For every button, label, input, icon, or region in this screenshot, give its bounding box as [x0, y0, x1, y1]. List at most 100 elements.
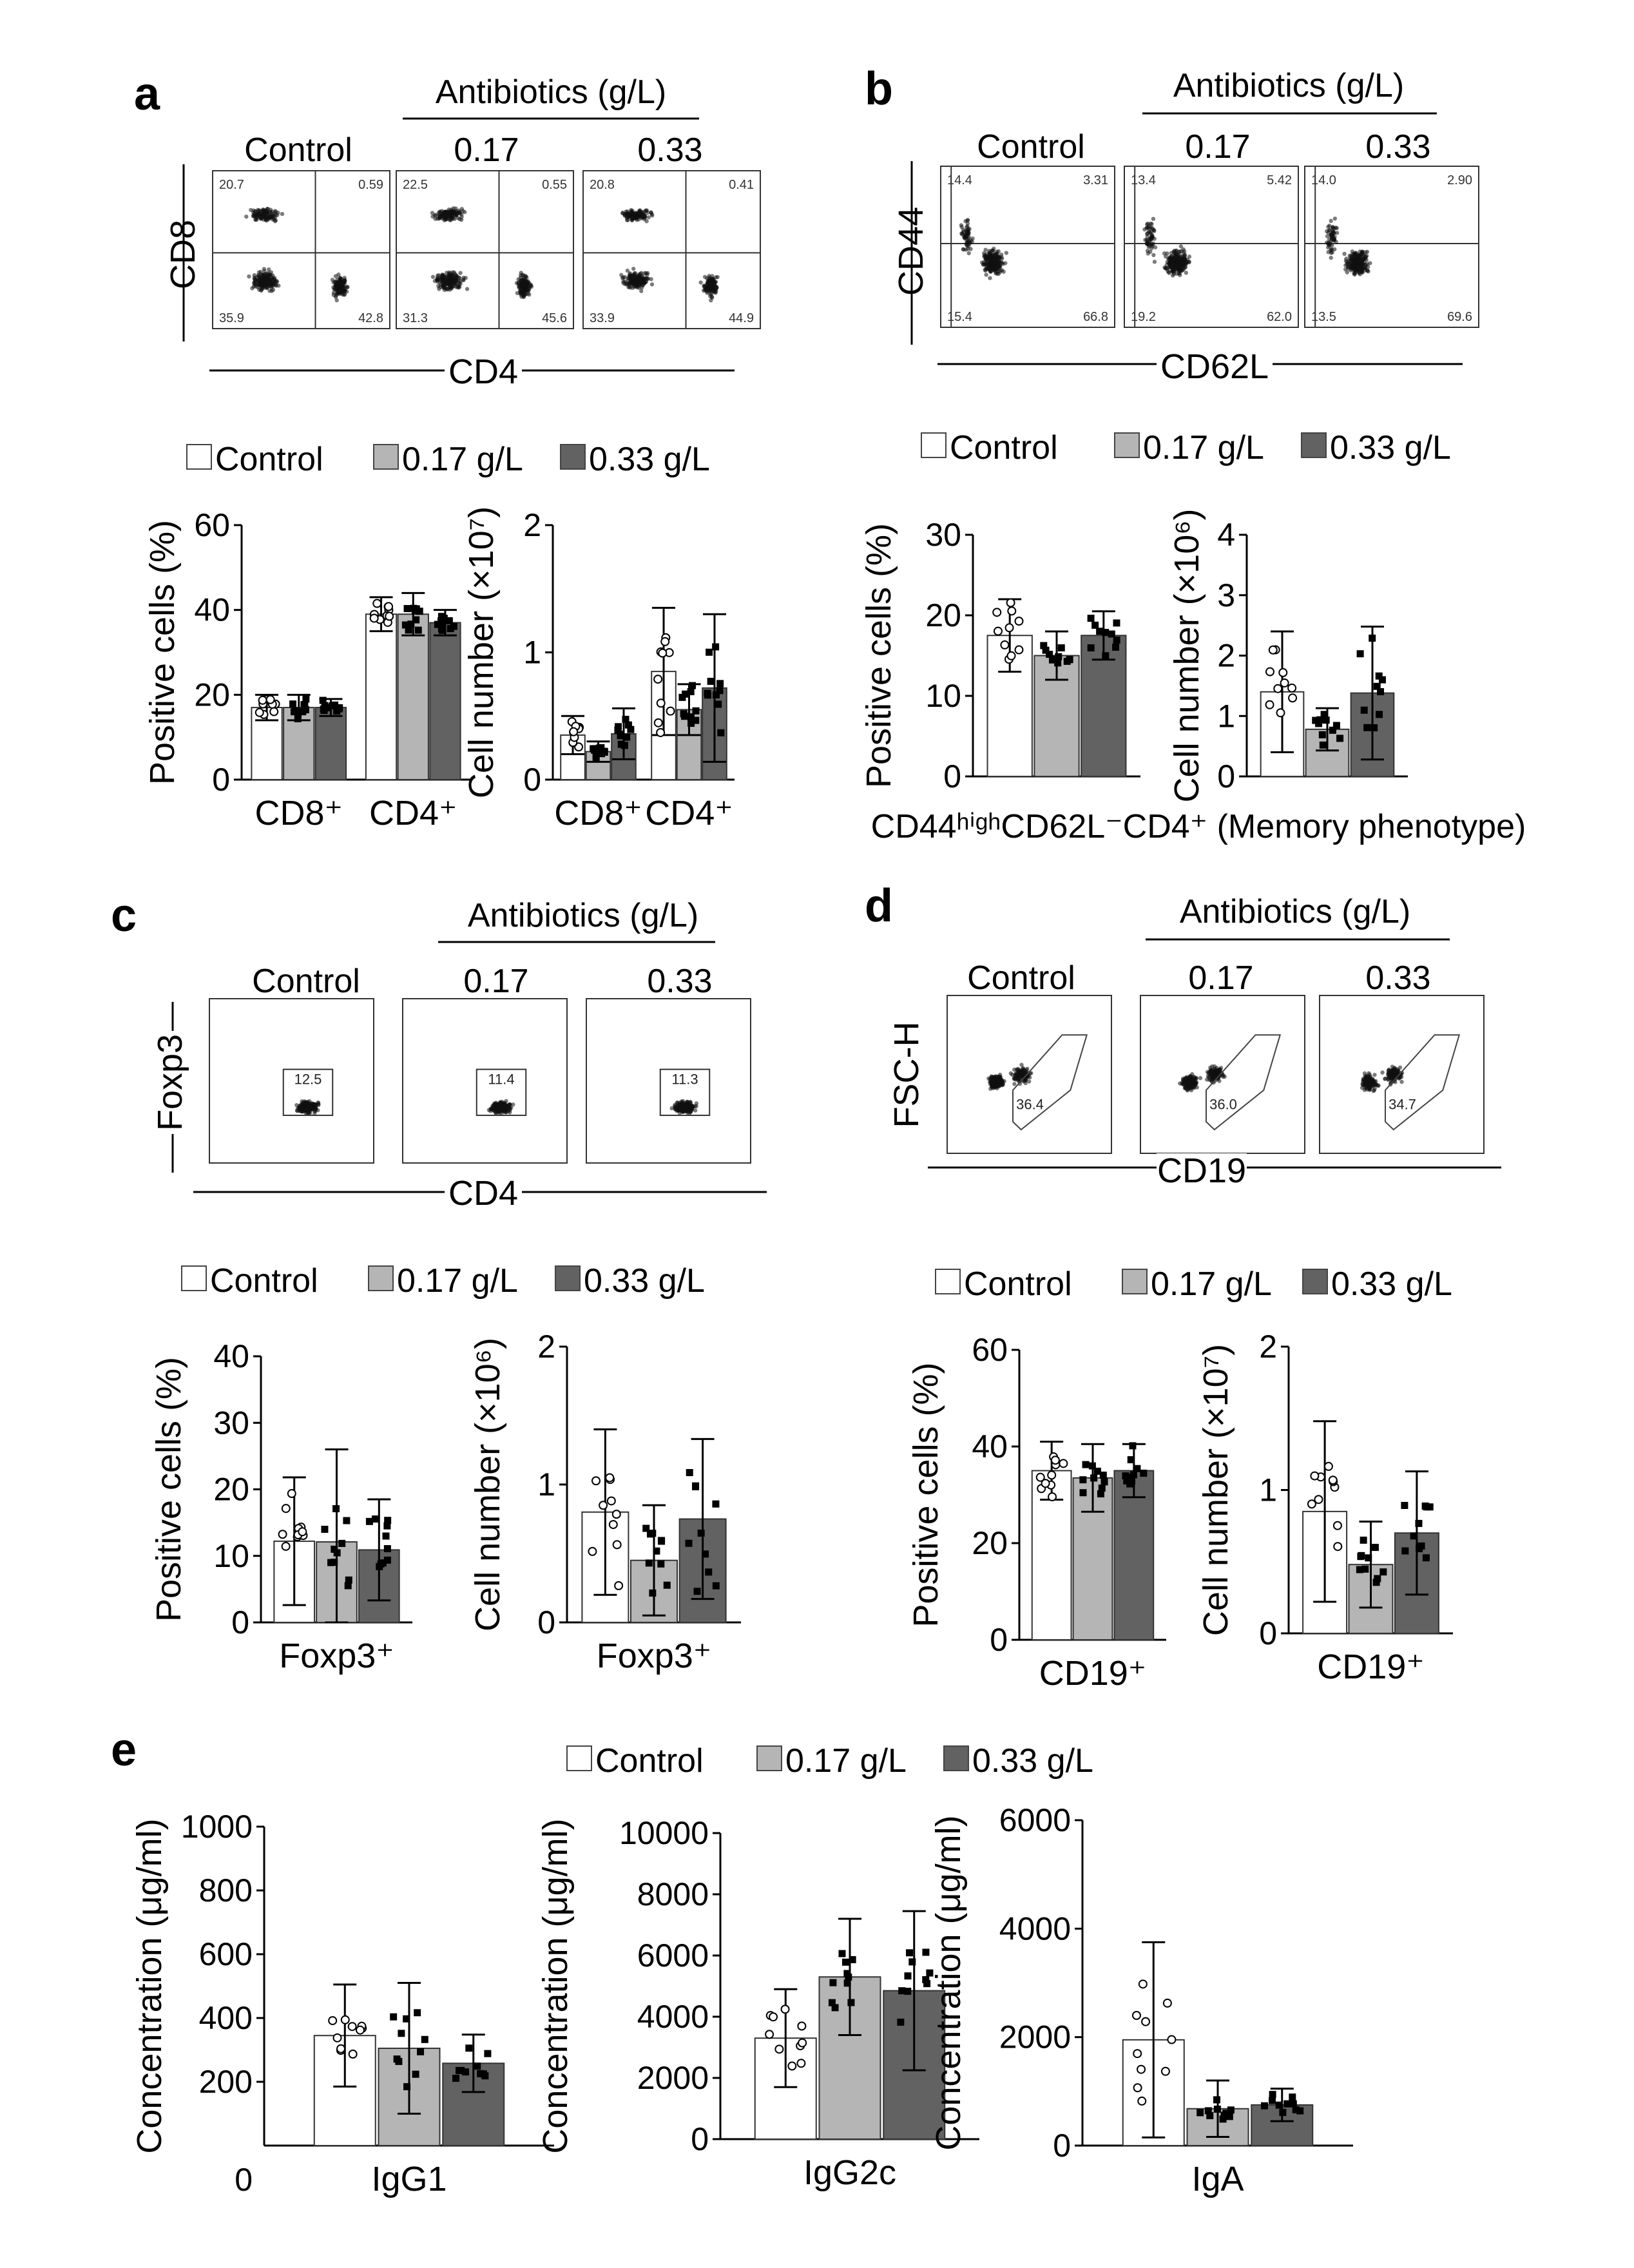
flow-event	[1332, 216, 1338, 221]
data-point	[1401, 1547, 1409, 1555]
data-point	[1047, 1470, 1057, 1480]
data-point	[689, 682, 697, 689]
y-axis-label: Cell number (×10⁷)	[462, 506, 501, 798]
flow-event	[1352, 272, 1357, 277]
flow-event	[642, 276, 648, 281]
data-point	[1097, 1490, 1104, 1497]
quadrant-value: 0.41	[729, 178, 754, 192]
y-tick-label: 10	[925, 678, 961, 714]
y-tick-label: 0	[523, 762, 541, 798]
flow-event	[674, 1104, 678, 1110]
data-point	[398, 2030, 405, 2037]
flow-event	[1198, 1076, 1203, 1081]
y-axis-label: Positive cells (%)	[149, 1357, 188, 1622]
flow-event	[710, 274, 715, 278]
data-point	[1378, 676, 1386, 684]
data-point	[258, 695, 267, 705]
data-point	[452, 2075, 460, 2082]
flow-event	[965, 231, 970, 236]
data-point	[1129, 1442, 1137, 1450]
flow-event	[1184, 271, 1189, 275]
legend-label: 0.33 g/L	[1331, 1265, 1452, 1303]
data-point	[1361, 1565, 1369, 1573]
quadrant-value: 14.0	[1311, 173, 1336, 187]
flow-event	[1148, 242, 1153, 247]
flow-event	[338, 279, 343, 284]
data-point	[716, 687, 724, 695]
flow-event	[1026, 1079, 1032, 1084]
flow-event	[440, 216, 445, 221]
flow-event	[1387, 1075, 1392, 1080]
flow-event	[1360, 270, 1365, 275]
data-point	[1055, 653, 1062, 660]
col-title-a-high: 0.33	[637, 131, 702, 169]
flow-event	[681, 1106, 686, 1111]
data-point	[1113, 619, 1120, 627]
flow-event	[998, 1076, 1003, 1081]
data-point	[377, 1560, 385, 1568]
data-point	[780, 2004, 790, 2014]
data-point	[1108, 630, 1115, 638]
flow-event	[689, 1107, 694, 1111]
flow-event	[992, 253, 997, 258]
data-point	[331, 1545, 338, 1553]
flow-event	[992, 267, 996, 271]
flow-event	[1178, 265, 1183, 269]
flow-event	[1188, 1082, 1193, 1087]
flow-event	[1164, 254, 1168, 259]
flow-event	[984, 273, 988, 277]
data-point	[302, 695, 310, 703]
legend-label: 0.33 g/L	[972, 1742, 1093, 1780]
flow-event	[1187, 255, 1192, 259]
data-point	[255, 707, 264, 717]
data-point	[461, 2068, 469, 2076]
data-point	[1059, 1459, 1068, 1468]
y-tick-label: 1	[537, 1466, 555, 1503]
data-point	[1125, 1474, 1133, 1481]
data-point	[623, 733, 631, 741]
flow-event	[715, 274, 720, 280]
gate-box	[476, 1068, 527, 1117]
data-point	[421, 2035, 428, 2043]
gate-value: 34.7	[1389, 1096, 1416, 1112]
flow-event	[262, 208, 266, 213]
quadrant-value: 14.4	[947, 173, 972, 187]
data-point	[281, 1504, 291, 1514]
flow-plot-frame	[209, 998, 374, 1164]
data-point	[838, 1950, 846, 1957]
legend-b: Control 0.17 g/L 0.33 g/L	[921, 429, 1451, 466]
flow-event	[685, 1102, 689, 1107]
flow-event	[521, 294, 526, 299]
y-tick-label: 0	[235, 2162, 253, 2198]
data-point	[657, 1537, 665, 1544]
flow-event	[1171, 269, 1176, 274]
data-point	[1014, 645, 1024, 655]
data-point	[1079, 1489, 1087, 1497]
flow-event	[1327, 244, 1331, 248]
flow-event	[646, 215, 651, 220]
flow-event	[266, 267, 271, 272]
flow-event	[1144, 226, 1149, 230]
flow-event	[450, 273, 455, 278]
flow-event	[637, 272, 641, 277]
flow-event	[515, 291, 520, 296]
data-point	[1140, 1469, 1148, 1477]
data-point	[1138, 1979, 1148, 1989]
flow-event	[258, 216, 264, 221]
flow-event	[966, 251, 971, 256]
data-point	[569, 727, 579, 736]
flow-plot-frame	[402, 998, 568, 1164]
y-tick-label: 4	[1217, 517, 1235, 553]
legend-swatch	[373, 444, 399, 470]
y-tick-label: 10	[213, 1538, 249, 1574]
chart-e1: Concentration (μg/ml) 200 400 600 800 1000 0 Ig…	[130, 1809, 554, 2198]
flow-event	[439, 274, 444, 278]
data-point	[1328, 1475, 1338, 1485]
data-point	[1365, 1554, 1372, 1562]
flow-event	[1347, 253, 1352, 258]
flow-event	[1191, 1079, 1196, 1084]
group-label: Foxp3⁺	[597, 1637, 712, 1675]
y-tick-label: 10000	[619, 1815, 709, 1851]
data-point	[1098, 1485, 1106, 1492]
data-point	[908, 1958, 916, 1966]
